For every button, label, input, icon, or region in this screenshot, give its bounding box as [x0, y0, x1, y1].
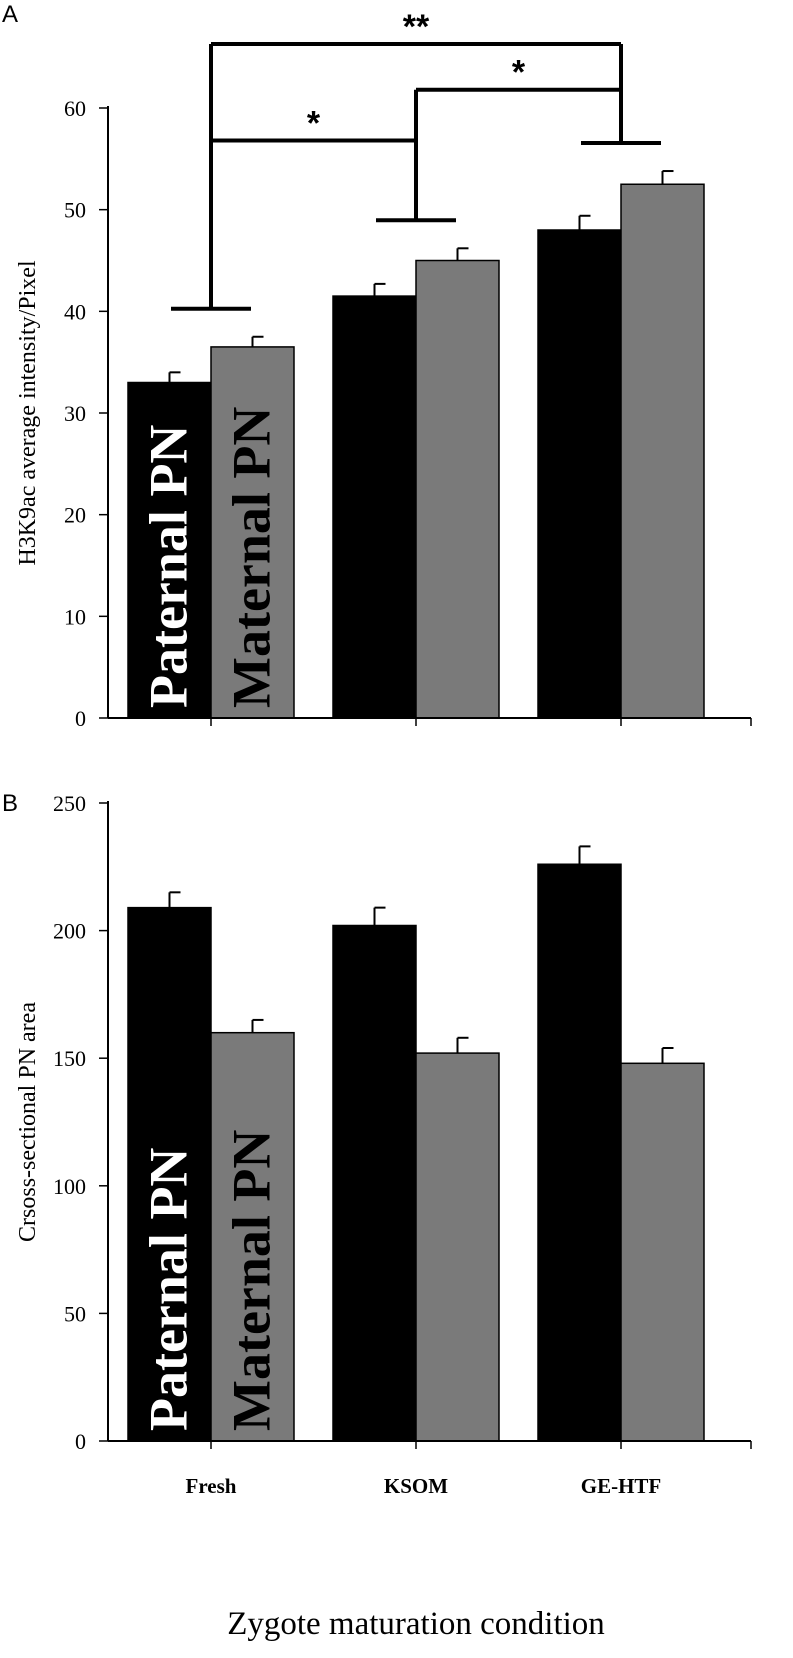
significance-label: *	[307, 105, 321, 143]
panel-a: A H3K9ac average intensity/Pixel Paternal …	[2, 1, 752, 731]
y-tick-label: 250	[53, 791, 86, 816]
y-tick-label: 100	[53, 1174, 86, 1199]
panel-b: B Crsoss-sectional PN area Paternal PN Mate…	[2, 790, 752, 1498]
y-tick-label: 40	[64, 299, 86, 324]
x-tick-label: Fresh	[186, 1474, 237, 1498]
y-tick-label: 150	[53, 1046, 86, 1071]
bar	[127, 381, 212, 719]
y-tick-label: 10	[64, 604, 86, 629]
bar	[332, 924, 417, 1442]
bar	[210, 1031, 295, 1442]
panel-label: A	[2, 1, 18, 28]
y-tick-label: 200	[53, 919, 86, 944]
bar	[415, 259, 500, 719]
x-tick-label: GE-HTF	[581, 1474, 662, 1498]
bar	[415, 1052, 500, 1442]
series-label: Maternal PN	[222, 1130, 282, 1431]
x-axis-title: Zygote maturation condition	[227, 1606, 605, 1642]
bar	[537, 863, 622, 1442]
y-tick-label: 60	[64, 96, 86, 121]
bar	[332, 295, 417, 719]
bar	[127, 906, 212, 1442]
series-label: Paternal PN	[139, 1148, 199, 1431]
x-tick-label: KSOM	[384, 1474, 448, 1498]
significance-label: *	[512, 54, 526, 92]
y-tick-label: 20	[64, 503, 86, 528]
y-axis-title: H3K9ac average intensity/Pixel	[15, 260, 41, 566]
significance-label: **	[403, 8, 430, 46]
y-tick-label: 50	[64, 1301, 86, 1326]
series-label: Paternal PN	[139, 425, 199, 708]
series-label: Maternal PN	[222, 407, 282, 708]
panel-label: B	[2, 790, 18, 817]
y-axis-title: Crsoss-sectional PN area	[15, 1002, 41, 1242]
y-tick-label: 0	[75, 1429, 86, 1454]
y-tick-label: 50	[64, 198, 86, 223]
bar	[620, 1062, 705, 1442]
bar	[537, 229, 622, 719]
bar	[620, 183, 705, 719]
y-tick-label: 0	[75, 706, 86, 731]
y-tick-label: 30	[64, 401, 86, 426]
